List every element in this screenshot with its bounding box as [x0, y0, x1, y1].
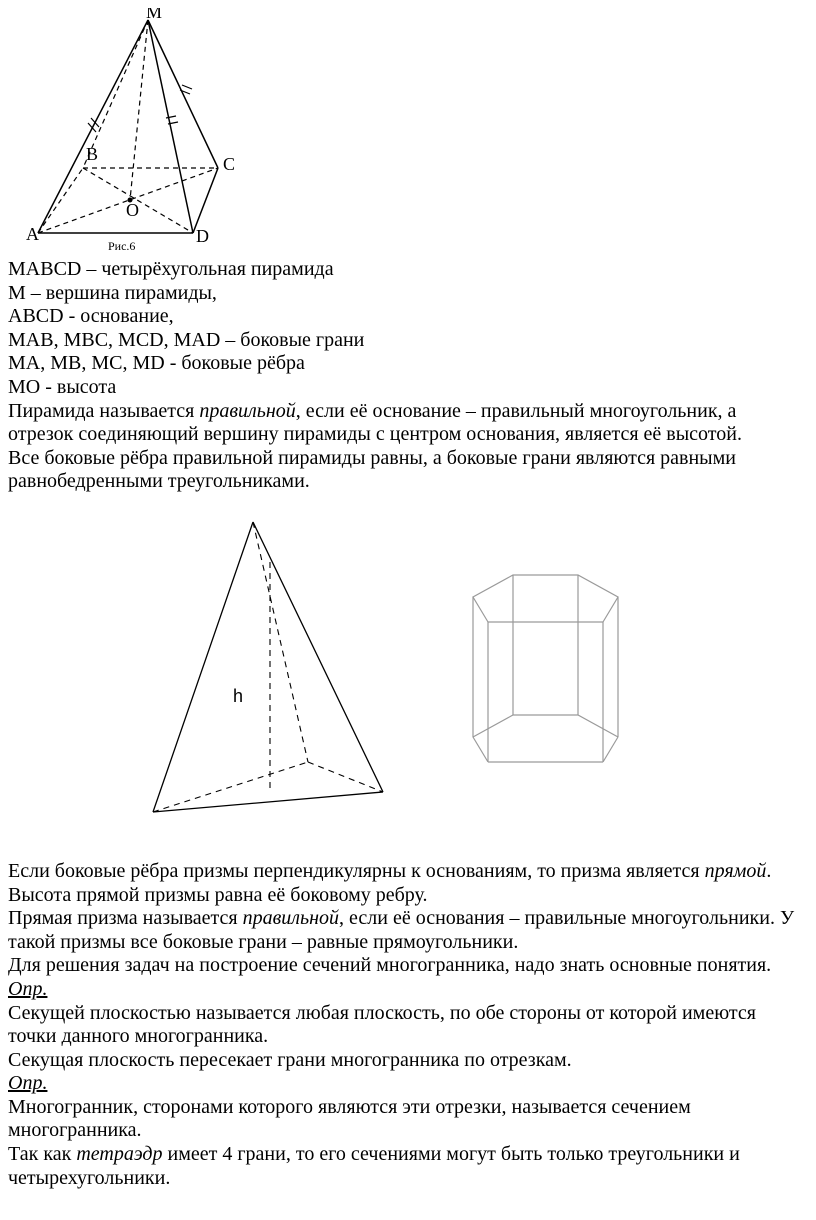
label-D: D	[196, 226, 209, 246]
figure1-caption: Рис.6	[108, 239, 135, 253]
label-A: A	[26, 224, 39, 244]
para-prism-regular: Прямая призма называется правильной, есл…	[8, 907, 804, 954]
line-3: ABCD - основание,	[8, 305, 804, 329]
para-regular-pyramid: Пирамида называется правильной, если её …	[8, 400, 804, 447]
italic-span: правильной	[199, 400, 295, 422]
text-span: Прямая призма называется	[8, 907, 243, 929]
height-label: h	[233, 686, 243, 706]
para-sections-intro: Для решения задач на построение сечений …	[8, 954, 804, 978]
para-prism-straight: Если боковые рёбра призмы перпендикулярн…	[8, 860, 804, 907]
wire-pyramid-figure: h	[108, 512, 418, 842]
para-secant-segments: Секущая плоскость пересекает грани много…	[8, 1049, 804, 1073]
figures-row: h	[8, 512, 804, 842]
italic-span: правильной	[243, 907, 339, 929]
label-B: B	[86, 144, 98, 164]
label-O: O	[126, 200, 139, 220]
para-tetra: Так как тетраэдр имеет 4 грани, то его с…	[8, 1143, 804, 1190]
label-M: M	[146, 8, 162, 22]
italic-span: тетраэдр	[76, 1143, 162, 1165]
line-4: MAB, MBC, MCD, MAD – боковые грани	[8, 329, 804, 353]
definition-heading-1: Опр.	[8, 978, 804, 1002]
text-span: Так как	[8, 1143, 76, 1165]
para-secant-plane: Секущей плоскостью называется любая плос…	[8, 1002, 804, 1049]
label-C: C	[223, 154, 235, 174]
text-span: Пирамида называется	[8, 400, 199, 422]
para-section-def: Многогранник, сторонами которого являютс…	[8, 1096, 804, 1143]
opr-label: Опр.	[8, 978, 47, 1000]
line-1: MABCD – четырёхугольная пирамида	[8, 258, 804, 282]
text-span: Если боковые рёбра призмы перпендикулярн…	[8, 860, 705, 882]
line-5: MA, MB, MC, MD - боковые рёбра	[8, 352, 804, 376]
definition-heading-2: Опр.	[8, 1072, 804, 1096]
para-edges-equal: Все боковые рёбра правильной пирамиды ра…	[8, 447, 804, 494]
wire-prism-figure	[458, 567, 638, 787]
opr-label: Опр.	[8, 1072, 47, 1094]
line-6: MO - высота	[8, 376, 804, 400]
italic-span: прямой	[705, 860, 767, 882]
pyramid-mabcd-figure: M A B C D O Рис.6	[8, 8, 253, 253]
document-page: M A B C D O Рис.6 MABCD – четырёхугольна…	[0, 0, 816, 1220]
line-2: М – вершина пирамиды,	[8, 282, 804, 306]
